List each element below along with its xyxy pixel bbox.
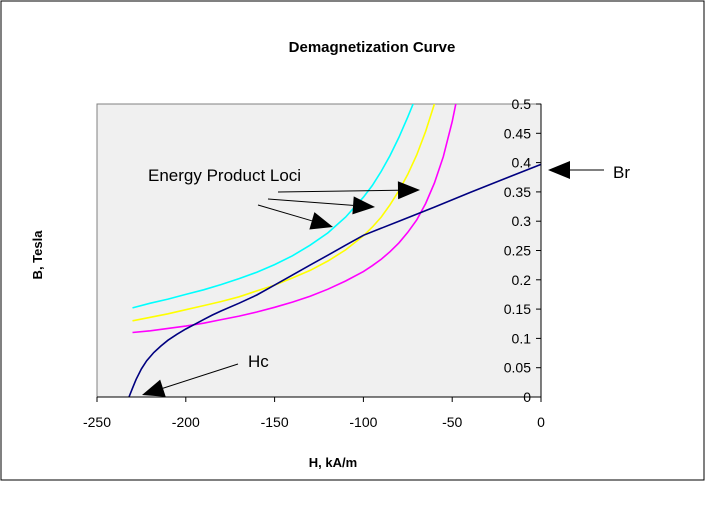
x-tick-label: -150 <box>261 414 289 430</box>
arrow-loci-3-shaft <box>277 189 399 193</box>
annotation-br: Br <box>613 163 630 182</box>
axes-layer: -250 -200 -150 -100 -50 00 0.05 0.1 0.15 0.2 0.25 0… <box>83 96 545 430</box>
y-tick-label: 0.45 <box>504 125 531 141</box>
series-line-0 <box>132 104 414 309</box>
annotation-energy-product-loci: Energy Product Loci <box>148 166 301 185</box>
y-tick-label: 0.1 <box>512 330 532 346</box>
y-tick-label: 0.05 <box>504 360 531 376</box>
series-line-3 <box>128 163 542 398</box>
x-tick-label: -50 <box>442 414 462 430</box>
arrow-hc-shaft <box>162 363 239 389</box>
y-tick-label: 0.4 <box>512 155 532 171</box>
y-axis-title: B, Tesla <box>30 230 45 280</box>
y-tick-label: 0.25 <box>504 243 531 259</box>
x-axis-title: H, kA/m <box>309 455 357 470</box>
y-tick-label: 0 <box>523 389 531 405</box>
arrow-loci-1-shaft <box>257 204 313 222</box>
y-tick-label: 0.35 <box>504 184 531 200</box>
y-tick-label: 0.3 <box>512 213 532 229</box>
x-tick-label: -250 <box>83 414 111 430</box>
series-layer <box>128 104 542 398</box>
annotations-layer: Energy Product Loci Br Hc <box>142 161 630 397</box>
series-line-1 <box>132 104 436 322</box>
arrow-loci-2-shaft <box>267 198 354 206</box>
arrow-br-head <box>548 161 570 179</box>
chart-title: Demagnetization Curve <box>289 39 456 56</box>
y-tick-label: 0.15 <box>504 301 531 317</box>
y-tick-label: 0.5 <box>512 96 532 112</box>
series-line-2 <box>132 104 457 334</box>
x-tick-label: 0 <box>537 414 545 430</box>
arrow-loci-1-head <box>309 212 333 230</box>
y-tick-label: 0.2 <box>512 272 532 288</box>
annotation-hc: Hc <box>248 352 269 371</box>
arrow-hc-head <box>142 379 166 397</box>
arrow-loci-3-head <box>397 181 420 200</box>
arrow-loci-2-head <box>352 196 375 215</box>
x-tick-label: -100 <box>349 414 377 430</box>
x-tick-label: -200 <box>172 414 200 430</box>
plot-area <box>96 103 542 398</box>
